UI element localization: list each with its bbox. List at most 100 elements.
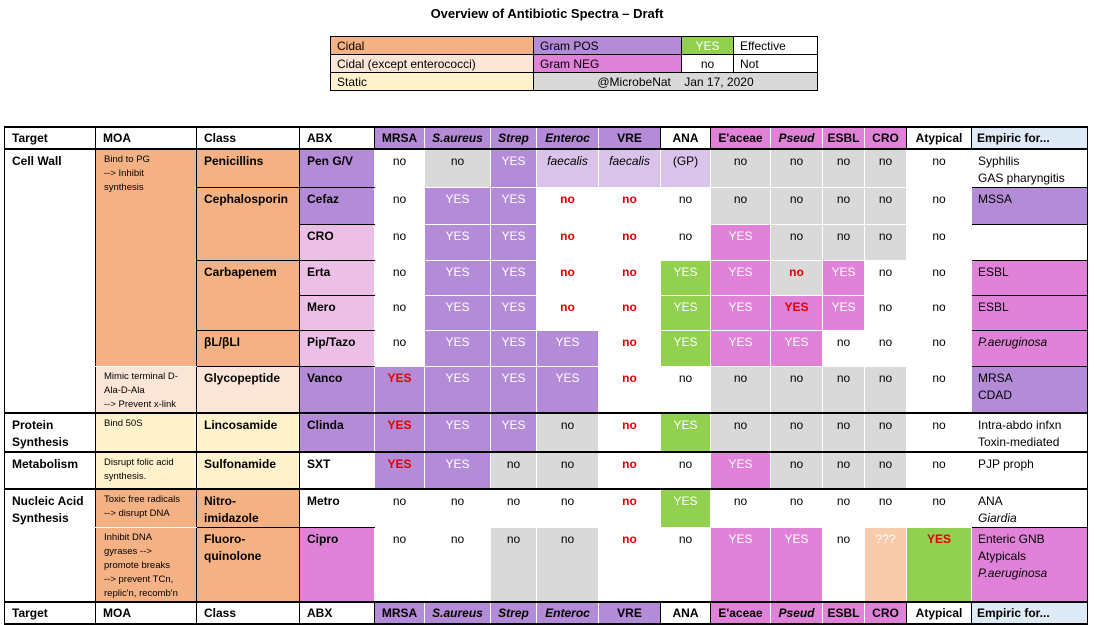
empiric-cell: Intra-abdo infxn Toxin-mediated (971, 412, 1088, 453)
spectrum-cell: no (906, 488, 972, 528)
empiric-cell: PJP proph (971, 451, 1088, 490)
spectrum-cell: no (598, 488, 661, 528)
class-cell: Penicillins (196, 149, 300, 188)
col-header-cro: CRO (864, 126, 907, 150)
class-label: quinolone (204, 549, 262, 563)
class-cell: Lincosamide (196, 413, 300, 453)
spectrum-cell: no (770, 412, 823, 453)
moa-text: Disrupt folic acid (104, 457, 174, 468)
spectrum-cell: no (598, 295, 661, 331)
spectrum-cell: YES (822, 260, 865, 296)
spectrum-cell: no (424, 527, 491, 603)
spectrum-cell: no (490, 527, 537, 603)
moa-text: --> Prevent x-link (104, 399, 177, 410)
spectrum-cell: YES (490, 224, 537, 261)
col-header-mrsa: MRSA (374, 126, 425, 150)
spectrum-cell: no (660, 527, 711, 603)
spectrum-cell: no (374, 488, 425, 528)
legend-table: Cidal Gram POS YES Effective Cidal (exce… (330, 36, 818, 91)
moa-text: Bind to PG (104, 154, 150, 165)
spectrum-cell: no (598, 451, 661, 490)
spectrum-cell: YES (424, 224, 491, 261)
spectrum-cell: YES (424, 187, 491, 225)
empiric-item: ESBL (978, 265, 1009, 279)
moa-cell: Mimic terminal D- Ala-D-Ala --> Prevent x-… (95, 366, 197, 414)
spectrum-cell: YES (536, 330, 599, 367)
empiric-item: Intra-abdo infxn (978, 418, 1062, 432)
table-row: Protein Synthesis Bind 50S Lincosamide Clind… (4, 412, 1088, 453)
spectrum-cell: YES (374, 366, 425, 414)
col-header-strep: Strep (490, 126, 537, 150)
col-header-esbl: ESBL (822, 126, 865, 150)
class-label: Glycopeptide (204, 371, 281, 385)
spectrum-cell: faecalis (598, 148, 661, 188)
footer-header-moa: MOA (95, 601, 197, 625)
spectrum-cell: no (770, 260, 823, 296)
class-label: imidazole (204, 511, 259, 525)
spectrum-cell: YES (906, 527, 972, 603)
legend-credit: @MicrobeNat Jan 17, 2020 (533, 72, 818, 91)
spectrum-cell: no (770, 451, 823, 490)
class-cell: Carbapenem (196, 260, 300, 331)
spectrum-cell: YES (710, 295, 771, 331)
empiric-item: Enteric GNB (978, 532, 1045, 546)
empiric-item: P.aeruginosa (978, 335, 1048, 349)
table-row: Mero no YES YES no no YES YES YES YES no no ESBL (5, 295, 1088, 331)
empiric-cell (971, 224, 1088, 261)
legend-yes: YES (681, 36, 734, 55)
col-header-ana: ANA (660, 126, 711, 150)
spectrum-cell: no (374, 527, 425, 603)
moa-text: synthesis. (104, 471, 147, 482)
spectrum-cell: no (822, 527, 865, 603)
spectrum-cell: no (598, 224, 661, 261)
target-label: Synthesis (12, 511, 69, 525)
moa-cell: Bind to PG --> Inhibit synthesis (95, 149, 197, 367)
spectrum-cell: YES (536, 366, 599, 414)
moa-cell: Bind 50S (95, 413, 197, 453)
spectrum-cell: no (770, 488, 823, 528)
footer-header-mrsa: MRSA (374, 601, 425, 625)
legend-date: Jan 17, 2020 (684, 74, 754, 89)
spectrum-cell: no (864, 260, 907, 296)
col-header-e-aceae: E'aceae (710, 126, 771, 150)
class-label: Carbapenem (204, 265, 277, 279)
spectrum-cell: no (770, 224, 823, 261)
spectrum-cell: YES (660, 412, 711, 453)
target-cell: Metabolism (4, 452, 96, 490)
col-header-empiric-for: Empiric for... (971, 126, 1088, 150)
abx-cell: Cefaz (299, 187, 375, 225)
empiric-item: PJP proph (978, 457, 1034, 471)
spectrum-cell: YES (424, 366, 491, 414)
spectrum-cell: no (710, 148, 771, 188)
moa-text: Bind 50S (104, 418, 143, 429)
abx-cell: Clinda (299, 412, 375, 453)
spectra-table: Target MOA Class ABX MRSA S.aureus Strep Entero… (4, 126, 1088, 625)
class-cell: Sulfonamide (196, 452, 300, 490)
spectrum-cell: no (598, 330, 661, 367)
class-label: βL/βLI (204, 335, 240, 349)
spectrum-cell: no (536, 224, 599, 261)
spectrum-cell: no (710, 412, 771, 453)
spectrum-cell: no (822, 488, 865, 528)
spectrum-cell: no (598, 187, 661, 225)
target-label: Nucleic Acid (12, 494, 84, 508)
class-label: Lincosamide (204, 418, 278, 432)
spectrum-cell: no (660, 451, 711, 490)
spectrum-cell: YES (710, 330, 771, 367)
abx-cell: Pen G/V (299, 148, 375, 188)
footer-header-cro: CRO (864, 601, 907, 625)
spectrum-cell: no (822, 148, 865, 188)
table-row: βL/βLI Pip/Tazo no YES YES YES no YES YES YES no no… (5, 330, 1088, 367)
spectrum-cell: no (374, 148, 425, 188)
spectrum-cell: YES (822, 295, 865, 331)
spectrum-cell: YES (490, 330, 537, 367)
spectrum-cell: faecalis (536, 148, 599, 188)
footer-header-row: Target MOA Class ABX MRSA S.aureus Strep Entero… (4, 601, 1088, 625)
empiric-cell: Syphilis GAS pharyngitis (971, 148, 1088, 188)
spectrum-cell: no (906, 412, 972, 453)
spectrum-cell: no (374, 260, 425, 296)
spectrum-cell: YES (710, 527, 771, 603)
empiric-cell: MSSA (971, 187, 1088, 225)
legend-not: Not (733, 54, 818, 73)
spectrum-cell: YES (490, 148, 537, 188)
